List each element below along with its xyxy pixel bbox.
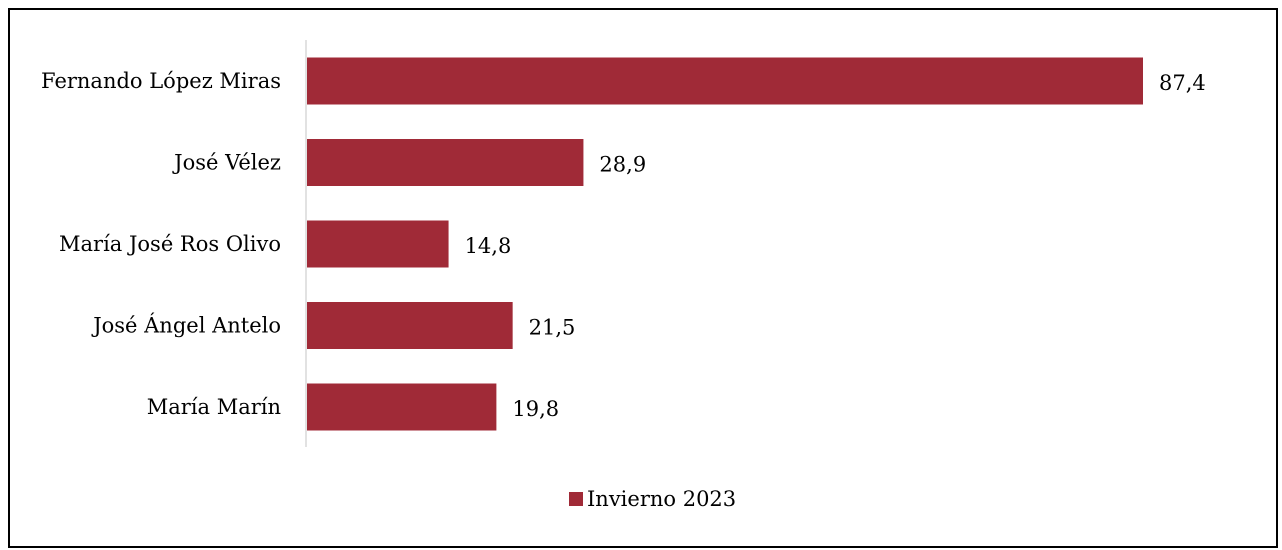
chart-frame: Fernando López Miras 87,4 José Vélez 28,9 Ma… xyxy=(8,8,1278,548)
bars-layer xyxy=(307,57,1143,431)
bar-2 xyxy=(307,220,449,268)
bar-4 xyxy=(307,383,497,431)
data-label-0: 87,4 xyxy=(1159,71,1206,95)
bar-3 xyxy=(307,302,513,349)
labels-layer: Fernando López Miras 87,4 José Vélez 28,9 Ma… xyxy=(41,69,1206,421)
category-label-0: Fernando López Miras xyxy=(41,69,281,93)
legend-label: Invierno 2023 xyxy=(587,487,736,511)
data-label-1: 28,9 xyxy=(599,153,646,177)
category-label-3: José Ángel Antelo xyxy=(91,314,281,338)
bar-0 xyxy=(307,57,1143,105)
category-label-4: María Marín xyxy=(147,395,281,419)
bar-chart: Fernando López Miras 87,4 José Vélez 28,9 Ma… xyxy=(41,40,1206,511)
category-label-1: José Vélez xyxy=(172,151,281,175)
category-label-2: María José Ros Olivo xyxy=(59,232,281,256)
legend-swatch xyxy=(569,492,583,506)
bar-1 xyxy=(307,139,584,186)
data-label-4: 19,8 xyxy=(512,397,559,421)
data-label-3: 21,5 xyxy=(529,316,576,340)
data-label-2: 14,8 xyxy=(465,234,512,258)
legend: Invierno 2023 xyxy=(569,487,736,511)
